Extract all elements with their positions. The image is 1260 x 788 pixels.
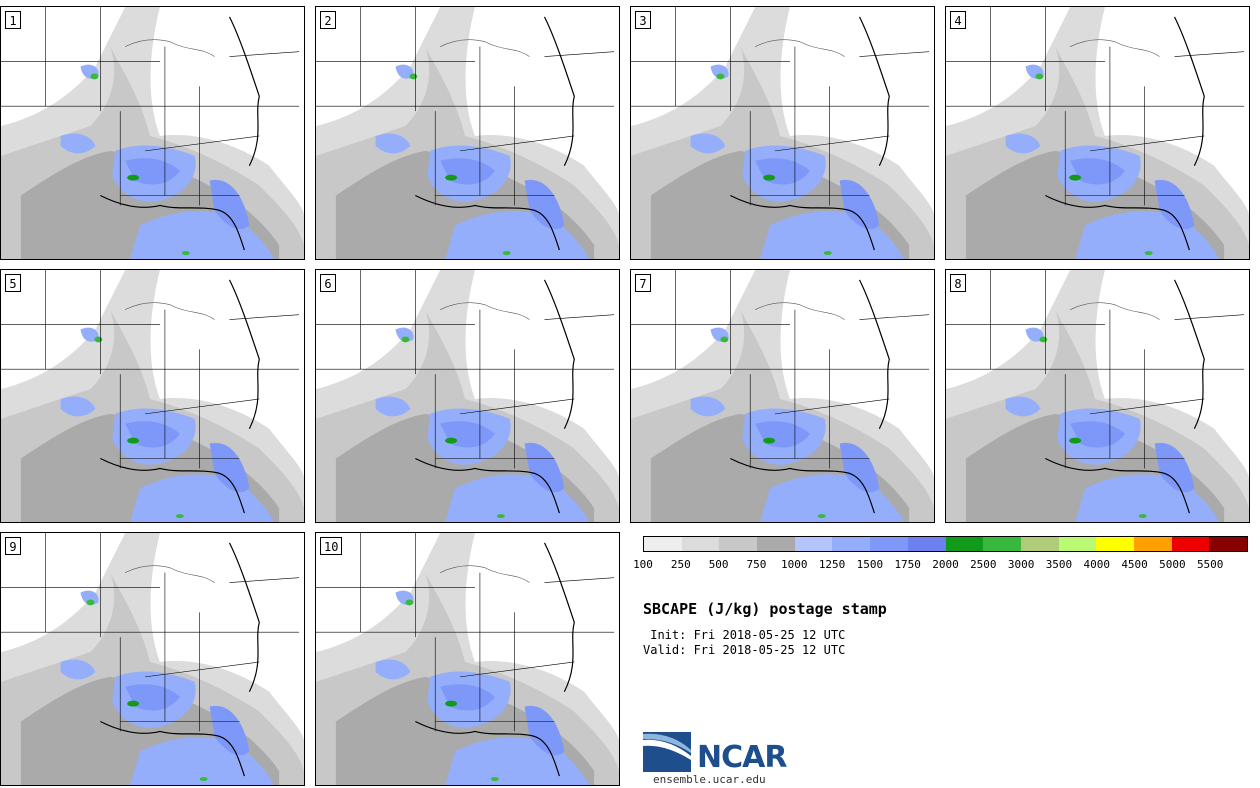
- panel-number: 5: [5, 274, 21, 292]
- colorbar-ticks: 100 250 500 750 1000 1250 1500 1750 2000 2500 3000…: [633, 558, 1248, 572]
- map-panel: 10: [315, 532, 620, 786]
- map-panel: 7: [630, 269, 935, 523]
- map-panel: 8: [945, 269, 1250, 523]
- logo-url: ensemble.ucar.edu: [653, 773, 766, 786]
- colorbar-segment: [794, 537, 833, 551]
- map-panel: 6: [315, 269, 620, 523]
- colorbar-segment: [1171, 537, 1210, 551]
- panel-number: 9: [5, 537, 21, 555]
- colorbar-segment: [681, 537, 720, 551]
- colorbar-segment: [757, 537, 795, 551]
- colorbar-segment: [1058, 537, 1097, 551]
- colorbar-tick-label: 1000: [781, 558, 808, 571]
- colorbar-tick-label: 2500: [970, 558, 997, 571]
- colorbar-tick-label: 1750: [894, 558, 921, 571]
- colorbar-segment: [983, 537, 1021, 551]
- colorbar-tick-label: 4000: [1083, 558, 1111, 571]
- colorbar-tick-label: 5000: [1159, 558, 1186, 571]
- colorbar-tick-label: 1500: [856, 558, 884, 571]
- colorbar-tick-label: 1250: [818, 558, 846, 571]
- colorbar-tick-label: 5500: [1196, 558, 1224, 571]
- panel-number: 7: [635, 274, 651, 292]
- colorbar-segment: [1133, 537, 1172, 551]
- colorbar-segment: [1020, 537, 1059, 551]
- map-panel: 3: [630, 6, 935, 260]
- panel-number: 10: [320, 537, 343, 555]
- map-panel: 2: [315, 6, 620, 260]
- panel-number: 6: [320, 274, 336, 292]
- colorbar-tick-label: 750: [746, 558, 767, 571]
- map-panel: 5: [0, 269, 305, 523]
- colorbar-tick-label: 3500: [1045, 558, 1073, 571]
- panel-number: 2: [320, 11, 336, 29]
- colorbar-tick-label: 4500: [1121, 558, 1148, 571]
- map-panel: 1: [0, 6, 305, 260]
- colorbar-tick-label: 250: [670, 558, 691, 571]
- panel-number: 3: [635, 11, 651, 29]
- colorbar-segment: [644, 537, 682, 551]
- colorbar-tick-label: 100: [633, 558, 653, 571]
- ncar-logo-icon: [643, 732, 691, 772]
- init-time: Init: Fri 2018-05-25 12 UTC: [643, 628, 846, 642]
- colorbar: [643, 536, 1248, 552]
- colorbar-tick-label: 500: [708, 558, 729, 571]
- panel-number: 8: [950, 274, 966, 292]
- valid-time: Valid: Fri 2018-05-25 12 UTC: [643, 643, 846, 657]
- panel-number: 1: [5, 11, 21, 29]
- panel-number: 4: [950, 11, 966, 29]
- colorbar-segment: [1209, 537, 1247, 551]
- colorbar-segment: [1096, 537, 1134, 551]
- colorbar-tick-label: 2000: [932, 558, 959, 571]
- chart-title: SBCAPE (J/kg) postage stamp: [643, 600, 887, 618]
- colorbar-segment: [945, 537, 984, 551]
- colorbar-tick-label: 3000: [1007, 558, 1035, 571]
- colorbar-segment: [832, 537, 871, 551]
- colorbar-segment: [719, 537, 758, 551]
- ncar-logo-text: NCAR: [697, 740, 787, 775]
- colorbar-segment: [870, 537, 908, 551]
- map-panel: 9: [0, 532, 305, 786]
- map-panel: 4: [945, 6, 1250, 260]
- colorbar-segment: [907, 537, 946, 551]
